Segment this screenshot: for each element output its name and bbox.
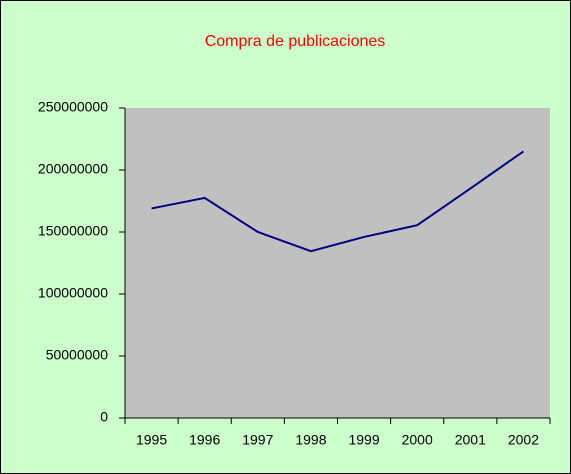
x-tick-label: 1995 (136, 432, 167, 448)
x-tick-label: 2002 (508, 432, 539, 448)
y-tick-label: 0 (100, 409, 108, 425)
y-tick-label: 150000000 (38, 223, 108, 239)
chart-title: Compra de publicaciones (205, 33, 386, 50)
plot-area (125, 108, 550, 418)
x-tick-label: 1996 (189, 432, 220, 448)
y-tick-label: 100000000 (38, 285, 108, 301)
x-tick-label: 1999 (348, 432, 379, 448)
line-series (151, 150, 525, 253)
x-tick-label: 2000 (402, 432, 433, 448)
x-tick-label: 2001 (455, 432, 486, 448)
x-tick-label: 1997 (242, 432, 273, 448)
x-tick-label: 1998 (295, 432, 326, 448)
y-tick-label: 250000000 (38, 99, 108, 115)
y-tick-label: 50000000 (46, 347, 109, 363)
y-tick-label: 200000000 (38, 161, 108, 177)
